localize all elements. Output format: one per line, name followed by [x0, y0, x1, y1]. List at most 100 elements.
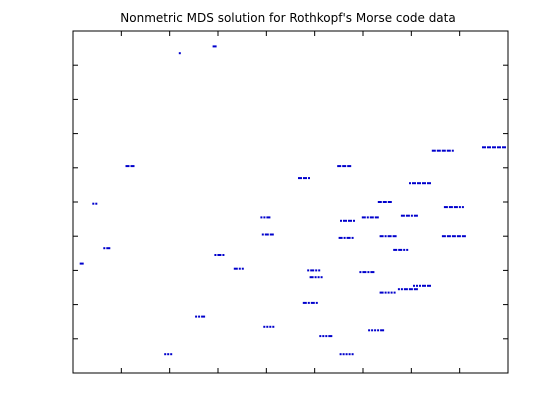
dot-mark: [308, 177, 310, 180]
data-point: [443, 206, 464, 209]
dot-mark: [307, 269, 310, 272]
dot-mark: [263, 325, 266, 328]
dash-mark: [310, 269, 315, 272]
dash-mark: [346, 236, 351, 239]
dot-mark: [164, 353, 167, 356]
data-point: [368, 329, 385, 332]
data-point: [359, 271, 375, 274]
dash-mark: [379, 235, 384, 238]
dot-mark: [314, 276, 317, 279]
dash-mark: [502, 146, 506, 149]
dot-mark: [260, 216, 263, 219]
dash-mark: [361, 216, 366, 219]
dot-mark: [325, 335, 328, 338]
dot-mark: [371, 329, 374, 332]
dot-mark: [345, 353, 348, 356]
dash-mark: [328, 335, 333, 338]
data-point: [377, 201, 392, 203]
dot-mark: [353, 219, 355, 222]
dash-mark: [412, 182, 416, 185]
dot-mark: [384, 235, 387, 238]
dash-mark: [309, 276, 314, 279]
dash-mark: [487, 146, 491, 149]
dash-mark: [403, 288, 408, 291]
data-point: [125, 165, 135, 168]
data-point: [339, 353, 354, 356]
dash-mark: [413, 214, 418, 217]
dot-mark: [458, 206, 461, 209]
dash-mark: [338, 236, 343, 239]
dot-mark: [95, 202, 98, 205]
data-point: [397, 288, 418, 291]
data-point: [431, 149, 454, 152]
data-point: [379, 235, 397, 238]
dash-mark: [233, 267, 238, 270]
dash-mark: [348, 219, 352, 222]
dash-mark: [422, 182, 426, 185]
data-point: [103, 247, 111, 250]
dash-mark: [387, 201, 392, 203]
data-point: [393, 248, 409, 251]
dash-mark: [269, 233, 274, 236]
dot-mark: [241, 267, 244, 270]
dash-mark: [398, 248, 403, 251]
dot-mark: [390, 291, 393, 294]
dot-mark: [406, 248, 409, 251]
dot-mark: [343, 236, 346, 239]
dot-mark: [351, 236, 354, 239]
dot-mark: [410, 214, 413, 217]
dash-mark: [379, 291, 384, 294]
dash-mark: [427, 182, 431, 185]
dot-mark: [263, 216, 266, 219]
dot-mark: [195, 315, 198, 318]
dot-mark: [269, 325, 272, 328]
data-point: [302, 301, 318, 304]
dash-mark: [453, 206, 458, 209]
dash-mark: [431, 149, 436, 152]
dash-mark: [443, 206, 448, 209]
dot-mark: [214, 254, 217, 256]
dot-mark: [393, 291, 396, 294]
dash-mark: [400, 214, 405, 217]
data-points: [79, 45, 506, 356]
dot-mark: [92, 202, 95, 205]
data-point: [233, 267, 244, 270]
dot-mark: [348, 353, 351, 356]
dot-mark: [451, 149, 454, 152]
data-point: [79, 262, 84, 265]
data-point: [361, 216, 379, 219]
data-point: [309, 276, 323, 279]
dash-mark: [130, 165, 135, 168]
chart-title: Nonmetric MDS solution for Rothkopf's Mo…: [120, 11, 455, 25]
dot-mark: [416, 284, 418, 287]
data-point: [261, 233, 274, 236]
dash-mark: [413, 288, 418, 291]
dash-mark: [303, 177, 307, 180]
dot-mark: [419, 284, 421, 287]
dash-mark: [448, 206, 453, 209]
dash-mark: [482, 146, 486, 149]
dot-mark: [272, 325, 275, 328]
dash-mark: [266, 216, 271, 219]
dot-mark: [397, 288, 400, 291]
data-point: [307, 269, 321, 272]
dash-mark: [393, 248, 398, 251]
dot-mark: [384, 291, 387, 294]
data-point: [482, 146, 506, 149]
dot-mark: [403, 248, 406, 251]
data-point: [409, 182, 431, 185]
dash-mark: [370, 271, 375, 274]
dash-mark: [343, 219, 347, 222]
dot-mark: [167, 353, 170, 356]
data-point: [338, 236, 354, 239]
dot-mark: [318, 269, 321, 272]
dot-mark: [178, 52, 181, 55]
dot-mark: [340, 219, 342, 222]
dot-mark: [461, 206, 464, 209]
dot-mark: [315, 301, 318, 304]
dot-mark: [261, 233, 264, 236]
data-point: [164, 353, 173, 356]
dash-mark: [436, 149, 441, 152]
data-point: [178, 52, 181, 55]
